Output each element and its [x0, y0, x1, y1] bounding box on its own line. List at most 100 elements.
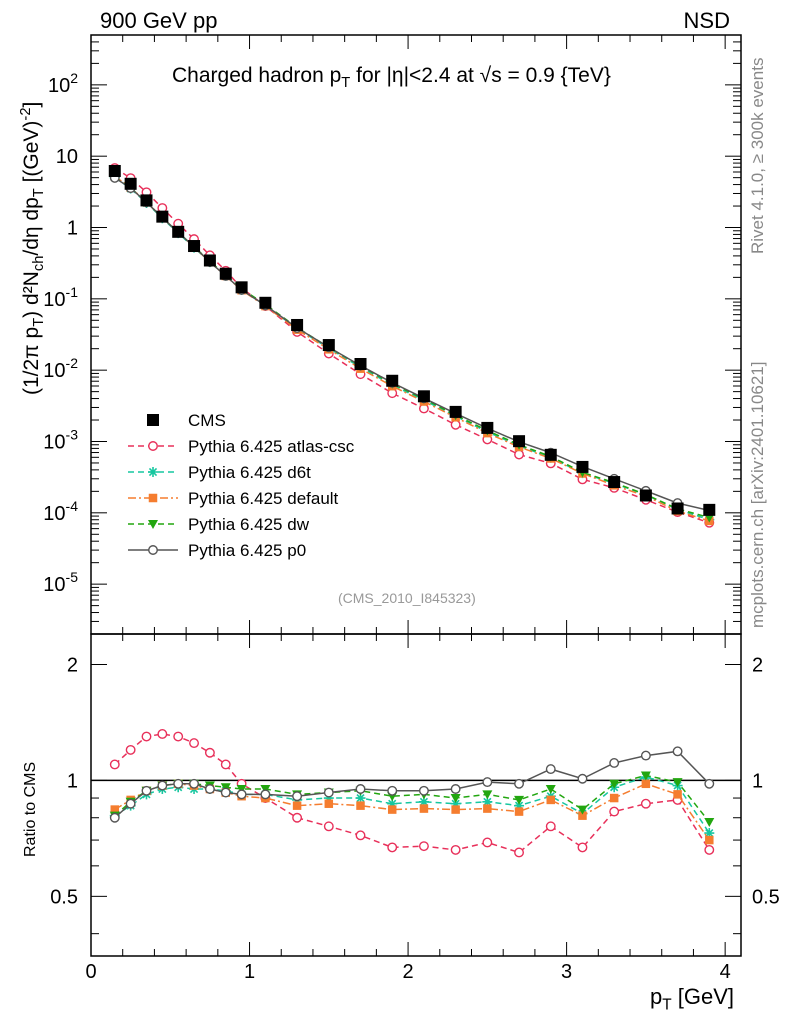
- cms-data-point: [188, 240, 201, 253]
- series-pythia-6-425-p0-ratio-point: [323, 787, 334, 798]
- series-pythia-6-425-p0-ratio-point: [545, 764, 556, 775]
- series-pythia-6-425-default-ratio-point: [514, 807, 524, 816]
- series-pythia-6-425-atlas-csc-ratio-point: [450, 844, 461, 855]
- series-pythia-6-425-atlas-csc-ratio-point: [173, 731, 184, 742]
- series-pythia-6-425-p0-ratio-point: [672, 746, 683, 757]
- cms-data-point: [291, 318, 304, 331]
- series-pythia-6-425-default-ratio-line: [114, 782, 710, 841]
- legend-label: Pythia 6.425 d6t: [188, 463, 311, 482]
- chart-title: Charged hadron pT for |η|<2.4 at √s = 0.…: [172, 64, 611, 92]
- series-pythia-6-425-d6t-ratio-point: [450, 798, 461, 809]
- series-pythia-6-425-dw-ratio-point: [545, 784, 556, 794]
- cms-data-point: [354, 358, 367, 371]
- series-pythia-6-425-p0-ratio-point: [450, 784, 461, 794]
- ratio-frame-box: [90, 633, 742, 957]
- cms-data-point: [219, 267, 232, 280]
- header-left: 900 GeV pp: [100, 8, 218, 33]
- series-pythia-6-425-dw-ratio-point: [640, 771, 651, 781]
- series-pythia-6-425-d6t-ratio-point: [387, 798, 398, 809]
- series-pythia-6-425-p0-ratio-point: [204, 784, 215, 794]
- cms-data-point: [544, 448, 557, 461]
- series-pythia-6-425-dw-ratio-point: [482, 790, 493, 800]
- x-tick-label: 1: [244, 961, 255, 983]
- series-pythia-6-425-atlas-csc-ratio-point: [189, 738, 199, 749]
- legend-label: CMS: [188, 411, 226, 430]
- legend-label: Pythia 6.425 dw: [188, 515, 310, 534]
- series-pythia-6-425-atlas-csc-ratio-point: [640, 798, 651, 809]
- series-pythia-6-425-p0-ratio-point: [355, 784, 366, 794]
- series-pythia-6-425-p0-ratio-point: [418, 785, 429, 796]
- legend-label: Pythia 6.425 default: [188, 489, 339, 508]
- series-pythia-6-425-default-ratio-point: [641, 779, 651, 789]
- series-pythia-6-425-p0-ratio-point: [260, 789, 271, 800]
- cms-data-point: [576, 460, 589, 473]
- series-pythia-6-425-d6t-ratio-line: [114, 776, 710, 834]
- series-pythia-6-425-default-ratio-point: [705, 835, 714, 845]
- y-tick-label: 102: [48, 70, 78, 97]
- series-pythia-6-425-atlas-csc-ratio-point: [387, 842, 398, 853]
- series-pythia-6-425-default-ratio-point: [419, 804, 429, 813]
- cms-data-point: [639, 489, 652, 502]
- x-axis-label: pT [GeV]: [650, 984, 735, 1014]
- series-pythia-6-425-atlas-csc-ratio-line: [114, 733, 710, 854]
- series-pythia-6-425-dw-ratio-line: [114, 774, 710, 823]
- cms-data-point: [608, 476, 621, 489]
- series-pythia-6-425-p0-ratio-point: [236, 789, 247, 800]
- series-pythia-6-425-p0-ratio-point: [173, 778, 184, 789]
- series-pythia-6-425-default-ratio-point: [483, 804, 492, 813]
- series-pythia-6-425-dw-ratio-point: [609, 779, 620, 789]
- series-pythia-6-425-atlas-csc-ratio-point: [109, 759, 120, 770]
- cms-data-point: [259, 296, 272, 309]
- series-pythia-6-425-p0-ratio-point: [141, 785, 152, 796]
- ratio-y-tick-label-right: 2: [752, 654, 763, 676]
- cms-data-point: [203, 254, 216, 267]
- analysis-tag: (CMS_2010_I845323): [338, 590, 476, 606]
- cms-data-point: [449, 405, 462, 418]
- series-pythia-6-425-atlas-csc-ratio-point: [125, 744, 136, 755]
- series-pythia-6-425-atlas-csc-point: [450, 419, 461, 430]
- cms-data-point: [322, 339, 335, 352]
- series-pythia-6-425-dw-ratio-point: [514, 795, 525, 805]
- cms-data-point: [386, 374, 399, 387]
- series-pythia-6-425-dw-ratio-point: [450, 794, 461, 804]
- series-pythia-6-425-d6t-ratio-point: [418, 796, 429, 807]
- series-pythia-6-425-atlas-csc-ratio-point: [157, 729, 168, 739]
- y-tick-label: 10: [56, 146, 78, 168]
- series-pythia-6-425-p0-ratio-point: [387, 785, 398, 796]
- series-pythia-6-425-p0-ratio-point: [125, 798, 136, 809]
- ratio-y-tick-label: 2: [67, 654, 78, 676]
- tick-labels: 0 1 2 3 4 10-5 10-4 10-3 10-2 10-1 1 10 102 0.5 0.5 1 1 2…: [43, 70, 780, 983]
- main-plot-series: [108, 163, 716, 528]
- ratio-y-axis-label: Ratio to CMS: [22, 761, 39, 857]
- legend-marker: [148, 520, 158, 529]
- series-pythia-6-425-p0-ratio-point: [640, 750, 651, 761]
- cms-data-point: [513, 435, 526, 448]
- series-pythia-6-425-atlas-csc-ratio-point: [577, 842, 588, 853]
- x-tick-label: 0: [85, 961, 96, 983]
- x-tick-label: 3: [561, 961, 572, 983]
- cms-data-point: [172, 225, 185, 238]
- legend-marker: [148, 441, 158, 451]
- series-pythia-6-425-p0-ratio-point: [189, 778, 199, 789]
- series-pythia-6-425-default-ratio-point: [356, 801, 365, 810]
- series-pythia-6-425-d6t-ratio-point: [323, 793, 334, 804]
- legend-marker: [148, 493, 158, 503]
- series-pythia-6-425-default-ratio-point: [673, 790, 682, 799]
- series-pythia-6-425-p0-ratio-point: [292, 791, 303, 802]
- series-pythia-6-425-p0-ratio-point: [577, 773, 588, 784]
- series-pythia-6-425-atlas-csc-ratio-point: [514, 847, 524, 858]
- legend-marker: [147, 414, 159, 426]
- main-y-axis-label: (1/2π pT) d²Nch/dη dpT [(GeV)-2]: [18, 101, 48, 395]
- ratio-plot-frame: [90, 633, 742, 957]
- series-pythia-6-425-d6t-ratio-point: [514, 800, 525, 811]
- series-pythia-6-425-atlas-csc-ratio-point: [609, 806, 620, 817]
- series-pythia-6-425-p0-ratio-line: [114, 750, 710, 819]
- series-pythia-6-425-p0-line: [114, 177, 710, 512]
- y-tick-label: 10-1: [43, 284, 78, 311]
- series-pythia-6-425-dw-ratio-point: [672, 778, 683, 788]
- series-pythia-6-425-dw-ratio-point: [704, 817, 715, 827]
- series-pythia-6-425-default-ratio-point: [110, 805, 120, 814]
- series-pythia-6-425-atlas-csc-ratio-point: [141, 731, 152, 742]
- series-pythia-6-425-default-ratio-point: [292, 801, 302, 810]
